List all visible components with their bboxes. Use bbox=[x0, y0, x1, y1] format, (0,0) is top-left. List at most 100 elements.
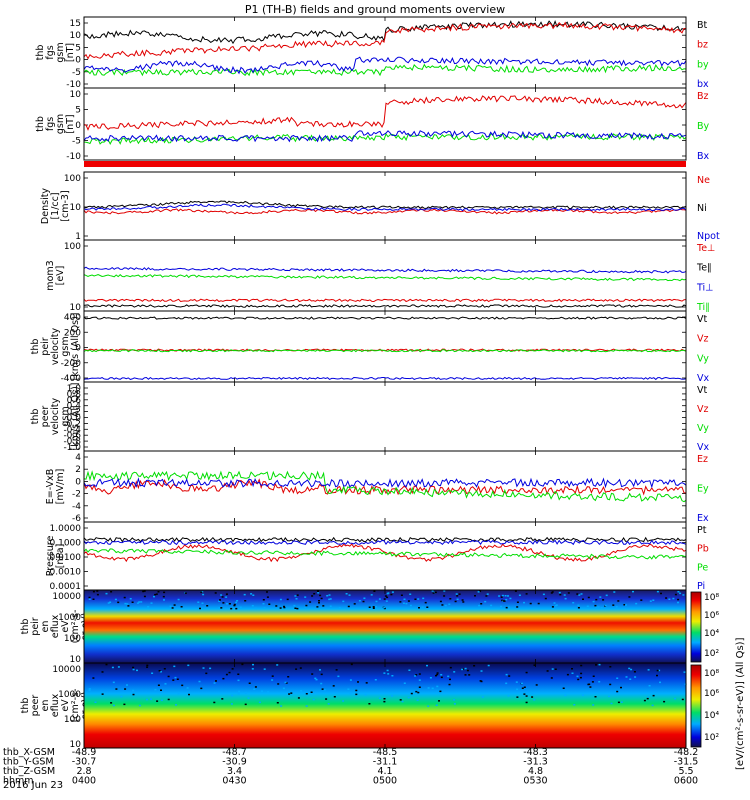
ytick-label: 1.0000 bbox=[50, 524, 82, 534]
spectrogram-speck bbox=[213, 682, 216, 684]
panel-9: thbpeirenefluxeV(cm²-s-sr-eV)10000100010… bbox=[20, 589, 687, 665]
spectrogram bbox=[84, 590, 686, 663]
spectrogram-speck bbox=[169, 605, 172, 608]
series-line-pi bbox=[83, 539, 687, 546]
spectrogram-speck bbox=[266, 591, 268, 593]
spectrogram-speck bbox=[120, 695, 123, 698]
spectrogram-speck bbox=[648, 685, 651, 687]
spectrogram-speck bbox=[124, 602, 127, 605]
spectrogram-speck bbox=[682, 594, 685, 596]
legend-te∥: Te∥ bbox=[696, 263, 712, 274]
ylabel-line: eflux bbox=[50, 614, 61, 638]
ylabel-line: Pressure bbox=[45, 536, 56, 577]
ytick-label: 10000 bbox=[52, 665, 81, 675]
spectrogram-speck bbox=[531, 696, 534, 698]
footer-row-label: thb_Y-GSM bbox=[3, 757, 54, 768]
spectrogram-speck bbox=[625, 604, 627, 606]
spectrogram-speck bbox=[276, 664, 279, 666]
spectrogram-speck bbox=[399, 607, 402, 610]
spectrogram-speck bbox=[187, 664, 190, 667]
spectrogram-speck bbox=[320, 597, 323, 600]
spectrogram-speck bbox=[594, 696, 597, 698]
spectrogram-speck bbox=[461, 599, 464, 601]
spectrogram-speck bbox=[537, 602, 540, 605]
spectrogram-speck bbox=[407, 600, 410, 602]
ytick-label: -400 bbox=[61, 374, 82, 384]
spectrogram-speck bbox=[535, 684, 538, 686]
spectrogram-speck bbox=[262, 599, 265, 601]
spectrogram-speck bbox=[145, 698, 148, 701]
legend-ex: Ex bbox=[697, 513, 709, 524]
spectrogram-speck bbox=[525, 695, 528, 697]
spectrogram-speck bbox=[677, 591, 680, 593]
spectrogram-speck bbox=[600, 607, 603, 609]
spectrogram-speck bbox=[358, 600, 361, 602]
legend-by: by bbox=[697, 59, 709, 70]
spectrogram-speck bbox=[663, 700, 666, 703]
spectrogram-speck bbox=[544, 597, 547, 600]
spectrogram-speck bbox=[295, 668, 298, 670]
spectrogram-speck bbox=[320, 682, 323, 685]
spectrogram-speck bbox=[285, 682, 288, 684]
spectrogram-speck bbox=[338, 607, 341, 609]
spectrogram-speck bbox=[239, 606, 242, 609]
spectrogram-speck bbox=[418, 673, 421, 675]
ylabel-line: (cm²-s- bbox=[70, 689, 81, 723]
spectrogram-speck bbox=[221, 698, 224, 700]
spectrogram-speck bbox=[364, 694, 367, 696]
spectrogram-speck bbox=[576, 675, 579, 678]
spectrogram-speck bbox=[101, 693, 104, 695]
legend-vz: Vz bbox=[697, 334, 709, 345]
spectrogram-speck bbox=[318, 602, 320, 604]
ylabel-line: eV bbox=[60, 620, 71, 633]
spectrogram-speck bbox=[616, 690, 619, 693]
spectrogram-speck bbox=[563, 594, 566, 596]
spectrogram-speck bbox=[454, 600, 457, 603]
series-line-vy bbox=[83, 349, 687, 353]
spectrogram-speck bbox=[479, 590, 482, 592]
spectrogram-speck bbox=[88, 688, 91, 690]
legend-vy: Vy bbox=[697, 423, 709, 434]
spectrogram-speck bbox=[230, 703, 233, 705]
spectrogram-speck bbox=[505, 682, 508, 685]
spectrogram-speck bbox=[415, 674, 418, 676]
spectrogram-speck bbox=[571, 668, 573, 670]
spectrogram-speck bbox=[205, 672, 208, 675]
series-line-ez bbox=[83, 478, 687, 496]
spectrogram-speck bbox=[290, 692, 293, 694]
legend-bx: Bx bbox=[697, 151, 710, 162]
spectrogram-speck bbox=[478, 604, 481, 607]
spectrogram-speck bbox=[486, 593, 489, 595]
spectrogram-speck bbox=[156, 700, 159, 702]
ytick-label: 0.0 bbox=[67, 414, 82, 424]
footer-value: -48.3 bbox=[523, 747, 548, 758]
spectrogram-speck bbox=[501, 599, 504, 602]
spectrogram-speck bbox=[153, 595, 155, 598]
spectrogram-speck bbox=[355, 689, 358, 692]
legend-vx: Vx bbox=[697, 442, 709, 453]
ytick-label: 1.0 bbox=[67, 384, 82, 394]
spectrogram-speck bbox=[424, 601, 427, 604]
spectrogram-speck bbox=[435, 674, 437, 677]
colorbar-electron: 10⁸ 10⁶ 10⁴ 10² bbox=[690, 664, 719, 748]
legend-ni: Ni bbox=[697, 203, 707, 214]
spectrogram-speck bbox=[449, 598, 452, 600]
ylabel-line: peer bbox=[40, 406, 51, 428]
legend-bz: Bz bbox=[697, 91, 709, 102]
spectrogram-speck bbox=[620, 701, 623, 703]
spectrogram-speck bbox=[142, 590, 145, 593]
spectrogram-speck bbox=[615, 606, 618, 608]
spectrogram-speck bbox=[347, 688, 350, 690]
spectrogram-speck bbox=[656, 669, 659, 672]
spectrogram-speck bbox=[350, 663, 353, 666]
spectrogram-speck bbox=[310, 691, 313, 693]
ylabel-line: mom3 bbox=[45, 260, 56, 290]
spectrogram-speck bbox=[418, 679, 421, 681]
ylabel-line: [1/cc] bbox=[50, 192, 61, 219]
spectrogram-speck bbox=[202, 667, 205, 669]
spectrogram-speck bbox=[88, 598, 91, 600]
footer-value: -48.9 bbox=[72, 747, 97, 758]
panel-10: thbpeerenefluxeV(cm²-s-sr-eV)10000100010… bbox=[20, 662, 687, 750]
spectrogram-speck bbox=[349, 679, 352, 681]
spectrogram-speck bbox=[550, 592, 553, 594]
